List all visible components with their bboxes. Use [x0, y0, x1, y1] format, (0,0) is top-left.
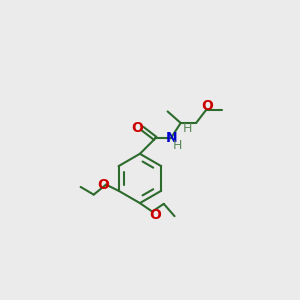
Text: O: O	[97, 178, 109, 192]
Text: N: N	[166, 131, 177, 146]
Text: O: O	[149, 208, 161, 222]
Text: H: H	[173, 139, 182, 152]
Text: H: H	[183, 122, 192, 135]
Text: O: O	[132, 122, 143, 135]
Text: O: O	[202, 99, 214, 113]
